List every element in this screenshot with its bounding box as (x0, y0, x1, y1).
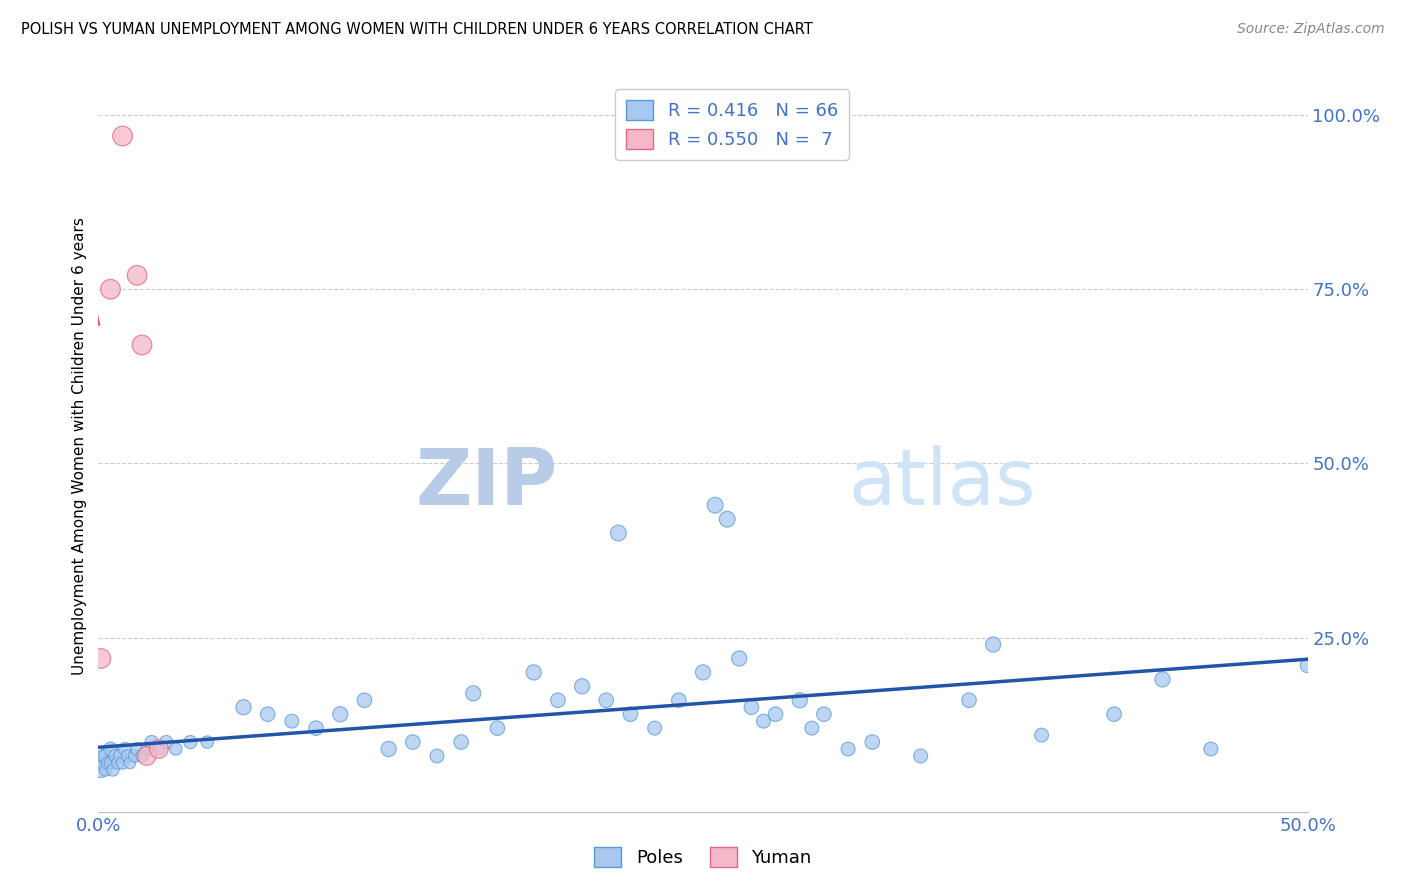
Point (329, 707, 352, 722)
Point (813, 707, 835, 722)
Point (107, 756, 129, 770)
Text: ZIP: ZIP (416, 444, 558, 521)
Point (716, 512, 738, 526)
Point (957, 693, 980, 707)
Point (595, 693, 617, 707)
Point (256, 707, 278, 722)
Point (232, 700, 254, 714)
Point (91, 749, 114, 764)
Point (131, 338, 153, 352)
Point (94, 763, 117, 777)
Point (463, 686, 485, 700)
Point (101, 763, 124, 777)
Point (619, 707, 641, 722)
Point (111, 128, 134, 143)
Point (91, 756, 114, 770)
Point (523, 665, 546, 680)
Legend: Poles, Yuman: Poles, Yuman (588, 839, 818, 874)
Point (127, 742, 149, 756)
Point (800, 721, 823, 735)
Point (179, 735, 201, 749)
Point (141, 735, 163, 749)
Point (118, 756, 141, 770)
Y-axis label: Unemployment Among Women with Children Under 6 years: Unemployment Among Women with Children U… (72, 217, 87, 675)
Point (90, 651, 112, 665)
Point (402, 735, 425, 749)
Point (607, 526, 630, 541)
Point (90, 763, 112, 777)
Point (94, 749, 117, 764)
Point (117, 749, 139, 764)
Point (765, 707, 787, 722)
Point (644, 721, 666, 735)
Point (1102, 707, 1125, 722)
Point (1031, 728, 1053, 742)
Point (97, 756, 120, 770)
Point (981, 638, 1004, 652)
Point (547, 693, 569, 707)
Point (108, 749, 131, 764)
Point (860, 735, 883, 749)
Text: atlas: atlas (848, 444, 1036, 521)
Point (692, 665, 714, 680)
Point (135, 749, 157, 764)
Point (114, 742, 136, 756)
Point (910, 749, 932, 764)
Point (100, 282, 122, 296)
Point (195, 735, 218, 749)
Point (127, 268, 149, 283)
Point (165, 742, 187, 756)
Point (1296, 658, 1319, 673)
Point (124, 749, 146, 764)
Point (148, 742, 170, 756)
Point (728, 651, 751, 665)
Point (111, 756, 134, 770)
Point (426, 749, 449, 764)
Point (281, 714, 304, 728)
Point (668, 693, 690, 707)
Point (377, 742, 399, 756)
Point (131, 749, 153, 764)
Point (148, 742, 170, 756)
Legend: R = 0.416   N = 66, R = 0.550   N =  7: R = 0.416 N = 66, R = 0.550 N = 7 (616, 89, 849, 160)
Point (571, 679, 593, 693)
Point (704, 498, 727, 512)
Point (789, 693, 811, 707)
Point (837, 742, 859, 756)
Point (1199, 742, 1222, 756)
Point (486, 721, 509, 735)
Point (1152, 673, 1174, 687)
Point (740, 700, 762, 714)
Point (104, 749, 127, 764)
Point (100, 756, 122, 770)
Point (752, 714, 775, 728)
Point (353, 693, 375, 707)
Point (155, 735, 177, 749)
Text: Source: ZipAtlas.com: Source: ZipAtlas.com (1237, 22, 1385, 37)
Point (135, 742, 157, 756)
Point (450, 735, 472, 749)
Point (100, 742, 122, 756)
Text: POLISH VS YUMAN UNEMPLOYMENT AMONG WOMEN WITH CHILDREN UNDER 6 YEARS CORRELATION: POLISH VS YUMAN UNEMPLOYMENT AMONG WOMEN… (21, 22, 813, 37)
Point (305, 721, 328, 735)
